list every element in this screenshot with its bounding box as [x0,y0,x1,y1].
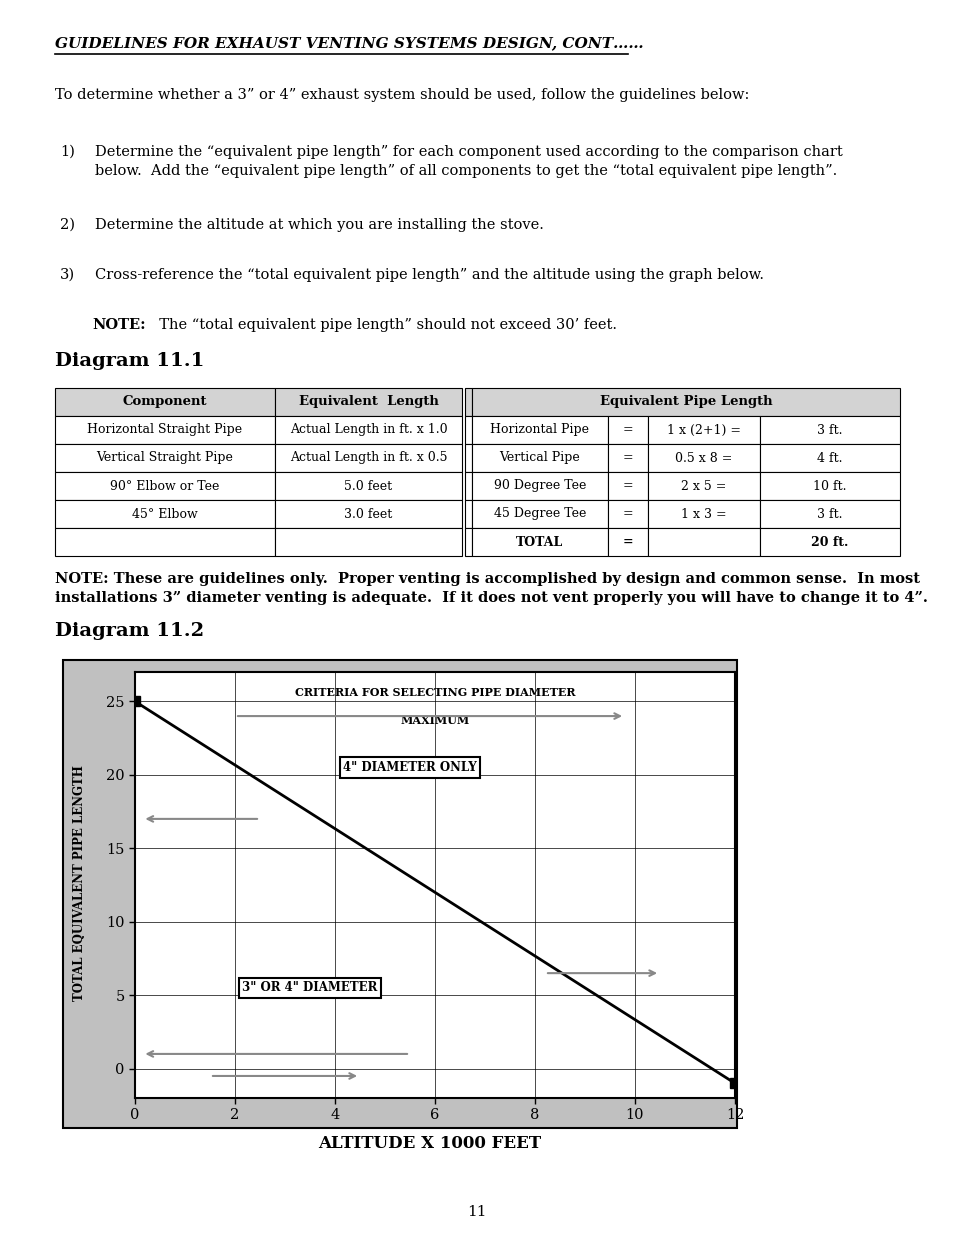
Text: Determine the “equivalent pipe length” for each component used according to the : Determine the “equivalent pipe length” f… [95,144,841,159]
Bar [472,500,607,529]
Bar [274,529,461,556]
Bar [472,388,899,416]
Text: below.  Add the “equivalent pipe length” of all components to get the “total equ: below. Add the “equivalent pipe length” … [95,164,837,178]
Text: NOTE: These are guidelines only.  Proper venting is accomplished by design and c: NOTE: These are guidelines only. Proper … [55,572,919,585]
Text: installations 3” diameter venting is adequate.  If it does not vent properly you: installations 3” diameter venting is ade… [55,592,927,605]
Bar [760,472,899,500]
Text: Equivalent Pipe Length: Equivalent Pipe Length [599,395,772,409]
Bar [274,472,461,500]
Text: Vertical Pipe: Vertical Pipe [499,452,579,464]
Text: ALTITUDE X 1000 FEET: ALTITUDE X 1000 FEET [318,1135,541,1152]
Text: Actual Length in ft. x 0.5: Actual Length in ft. x 0.5 [290,452,447,464]
Bar [55,388,274,416]
Text: Horizontal Pipe: Horizontal Pipe [490,424,589,436]
Bar [464,445,472,472]
Bar [472,529,607,556]
Bar [55,529,274,556]
Bar [55,472,274,500]
Bar [472,472,607,500]
Text: GUIDELINES FOR EXHAUST VENTING SYSTEMS DESIGN, CONT……: GUIDELINES FOR EXHAUST VENTING SYSTEMS D… [55,36,643,49]
Bar [464,416,472,445]
Bar [464,500,472,529]
Bar [274,388,461,416]
Text: The “total equivalent pipe length” should not exceed 30’ feet.: The “total equivalent pipe length” shoul… [150,317,617,332]
Text: 90 Degree Tee: 90 Degree Tee [494,479,585,493]
Bar [464,388,472,416]
Text: 4" DIAMETER ONLY: 4" DIAMETER ONLY [343,761,476,774]
Text: 3 ft.: 3 ft. [817,508,841,520]
Bar [274,445,461,472]
Bar [647,445,760,472]
Text: Horizontal Straight Pipe: Horizontal Straight Pipe [88,424,242,436]
Text: Component: Component [123,395,207,409]
Text: 10 ft.: 10 ft. [812,479,846,493]
Text: 20 ft.: 20 ft. [810,536,848,548]
Text: Diagram 11.1: Diagram 11.1 [55,352,204,370]
Text: 3): 3) [60,268,75,282]
Text: =: = [622,452,633,464]
Text: Determine the altitude at which you are installing the stove.: Determine the altitude at which you are … [95,219,543,232]
Bar [464,529,472,556]
Text: 4 ft.: 4 ft. [817,452,841,464]
Bar [472,416,607,445]
Text: TOTAL EQUIVALENT PIPE LENGTH: TOTAL EQUIVALENT PIPE LENGTH [73,764,87,1000]
Bar [274,500,461,529]
Text: Cross-reference the “total equivalent pipe length” and the altitude using the gr: Cross-reference the “total equivalent pi… [95,268,763,282]
Text: =: = [622,479,633,493]
Text: NOTE:: NOTE: [91,317,146,332]
Text: 1): 1) [60,144,74,159]
Bar [607,416,647,445]
Text: 3 ft.: 3 ft. [817,424,841,436]
Text: 1 x (2+1) =: 1 x (2+1) = [666,424,740,436]
Text: MAXIMUM: MAXIMUM [400,715,469,726]
Text: 90° Elbow or Tee: 90° Elbow or Tee [111,479,219,493]
Bar [760,500,899,529]
Bar [607,472,647,500]
Bar [274,416,461,445]
Text: TOTAL: TOTAL [516,536,563,548]
Bar [464,472,472,500]
Text: Actual Length in ft. x 1.0: Actual Length in ft. x 1.0 [290,424,447,436]
Text: =: = [622,536,633,548]
Bar [607,500,647,529]
Text: 2): 2) [60,219,75,232]
Text: To determine whether a 3” or 4” exhaust system should be used, follow the guidel: To determine whether a 3” or 4” exhaust … [55,88,749,103]
Bar [760,529,899,556]
Bar [55,445,274,472]
Text: 0.5 x 8 =: 0.5 x 8 = [675,452,732,464]
Text: CRITERIA FOR SELECTING PIPE DIAMETER: CRITERIA FOR SELECTING PIPE DIAMETER [294,687,575,698]
Bar [607,529,647,556]
Text: 2 x 5 =: 2 x 5 = [680,479,726,493]
Text: 3" OR 4" DIAMETER: 3" OR 4" DIAMETER [242,982,377,994]
Text: 3.0 feet: 3.0 feet [344,508,393,520]
Text: 45° Elbow: 45° Elbow [132,508,197,520]
Bar [760,416,899,445]
Bar [647,472,760,500]
Text: Vertical Straight Pipe: Vertical Straight Pipe [96,452,233,464]
Text: 1 x 3 =: 1 x 3 = [680,508,726,520]
Bar [760,445,899,472]
Text: 11: 11 [467,1205,486,1219]
Text: =: = [622,424,633,436]
Bar [647,500,760,529]
Bar [607,445,647,472]
Text: Equivalent  Length: Equivalent Length [298,395,438,409]
Bar [472,445,607,472]
Bar [647,416,760,445]
Text: Diagram 11.2: Diagram 11.2 [55,622,204,640]
Bar [647,529,760,556]
Text: =: = [622,508,633,520]
Bar [55,416,274,445]
Bar [63,659,737,1128]
Text: 45 Degree Tee: 45 Degree Tee [494,508,585,520]
Bar [55,500,274,529]
Text: 5.0 feet: 5.0 feet [344,479,392,493]
